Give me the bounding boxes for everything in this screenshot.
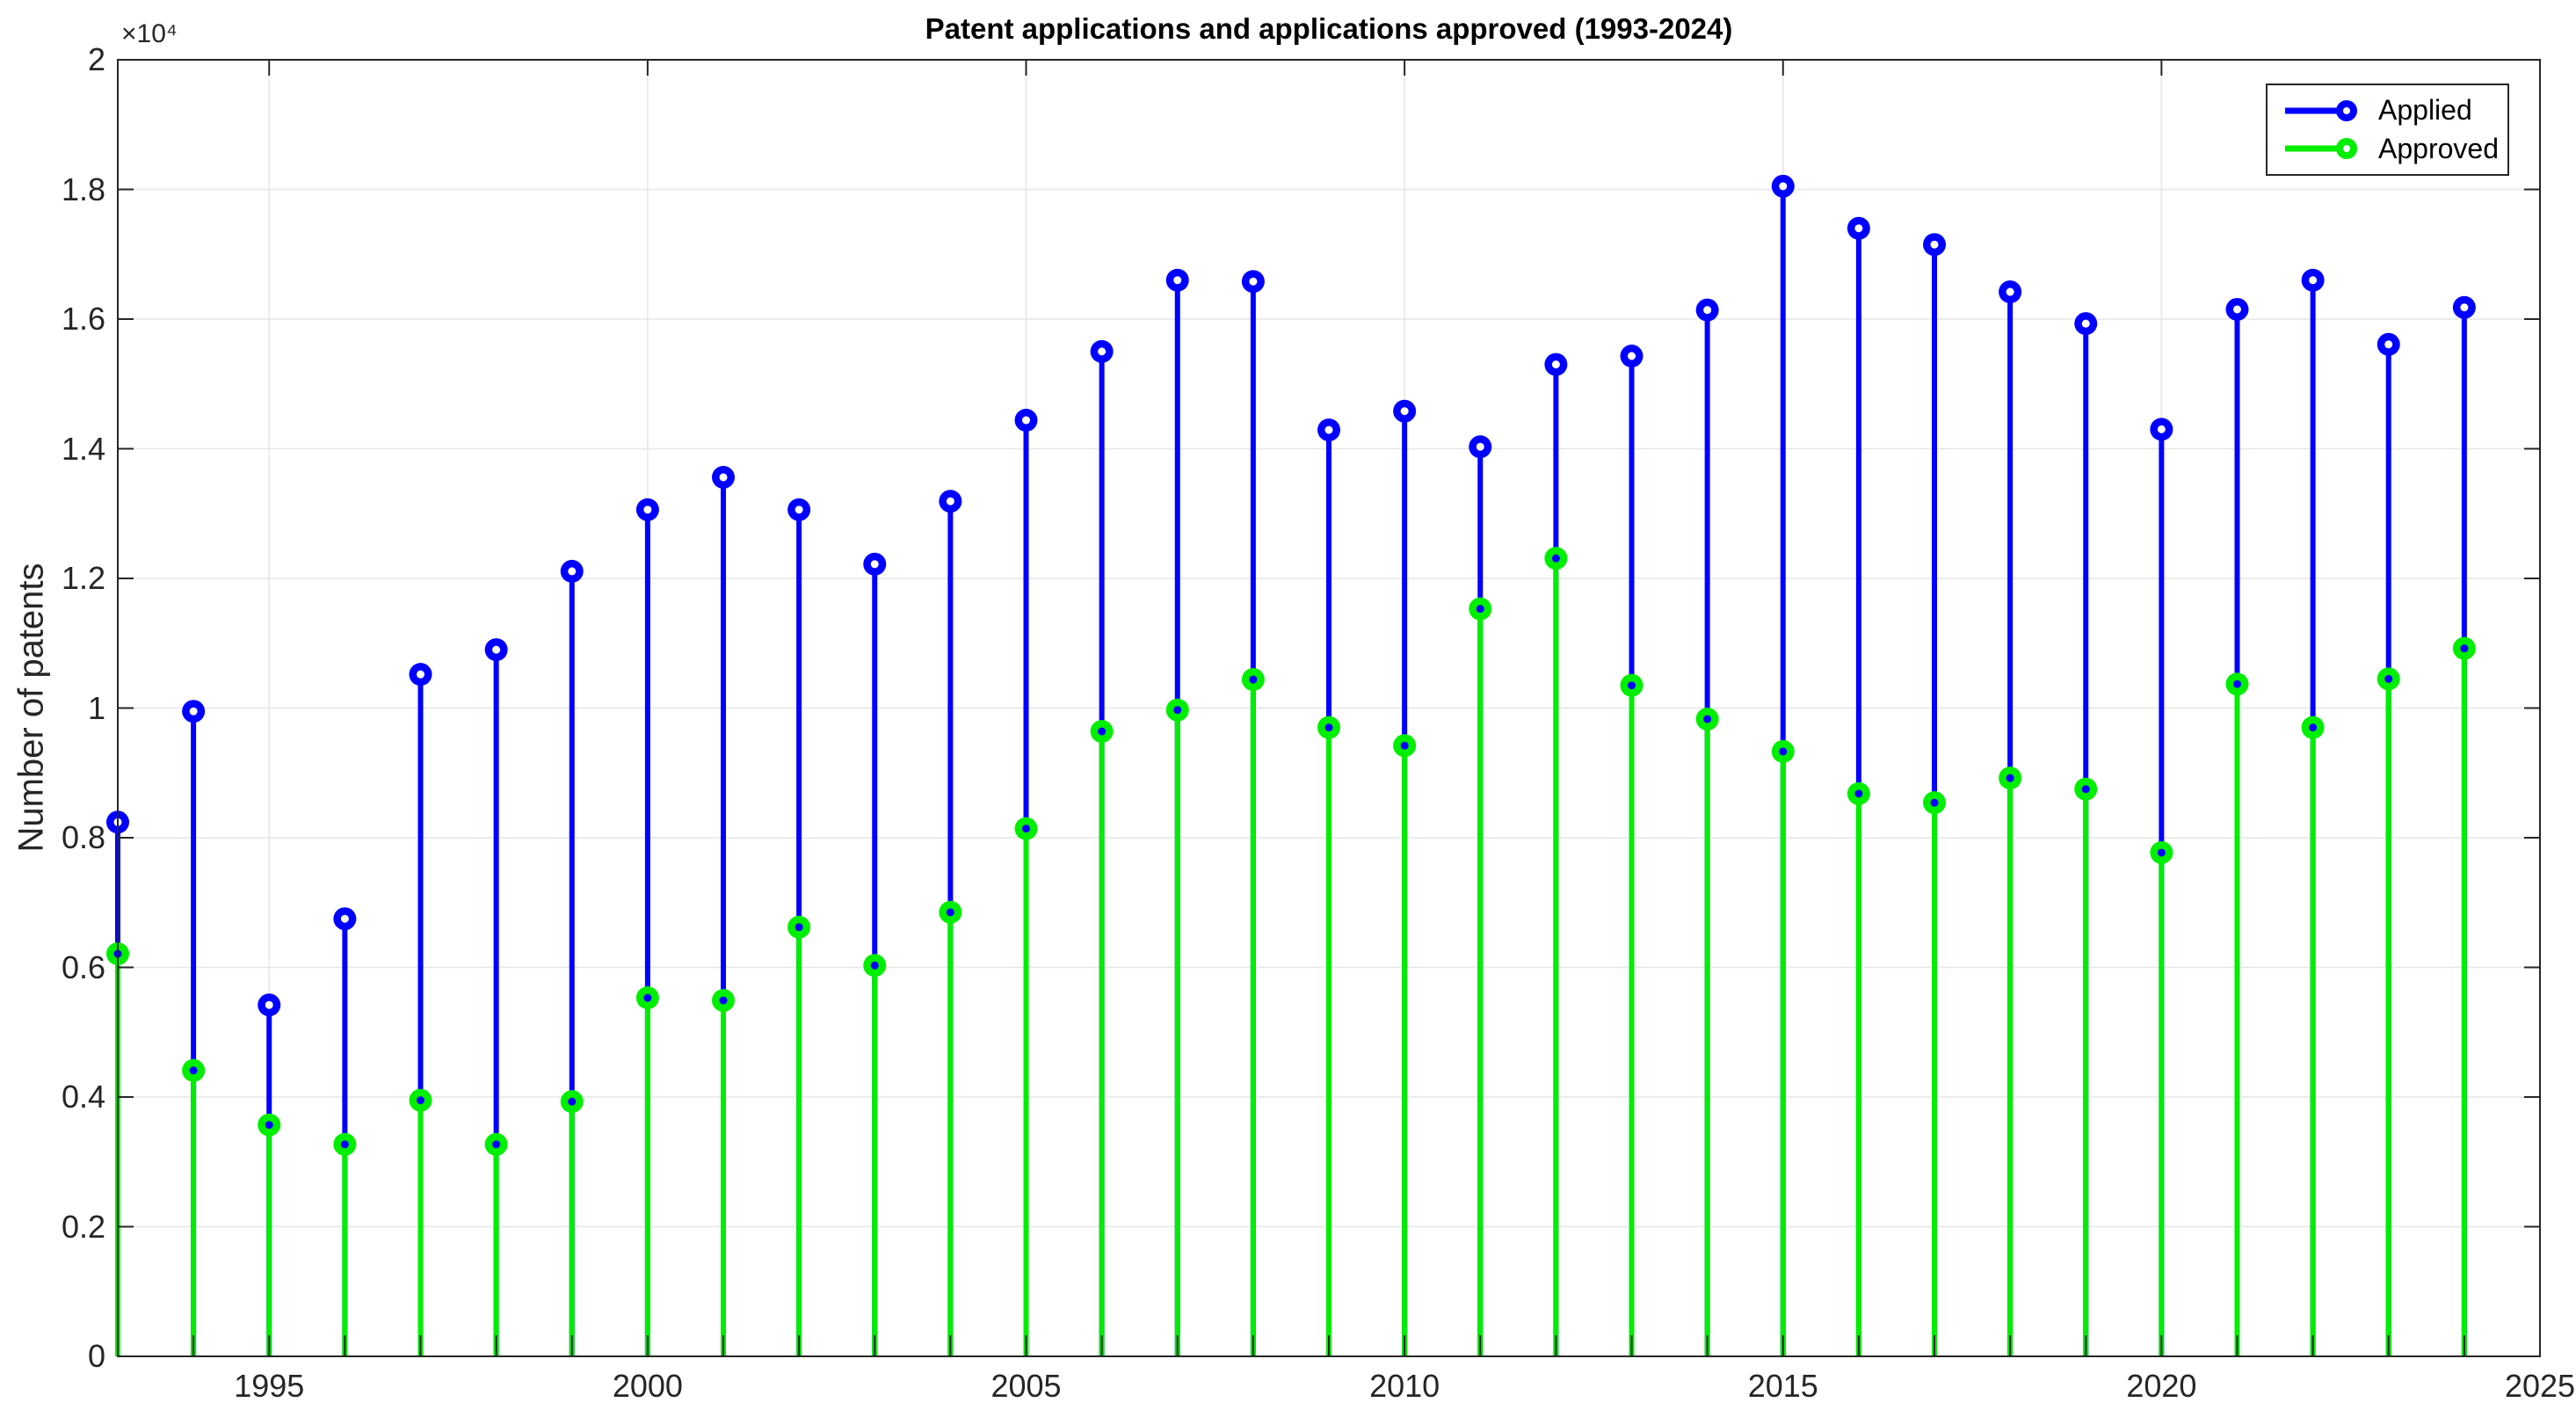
marker-hole — [1930, 798, 1939, 807]
marker-hole — [1628, 352, 1636, 360]
marker-hole — [1628, 681, 1636, 690]
marker-hole — [1854, 789, 1863, 798]
marker-hole — [1703, 306, 1712, 315]
legend-item-approved: Approved — [2268, 133, 2507, 165]
marker-hole — [1703, 715, 1712, 723]
marker-hole — [1779, 747, 1788, 756]
y-tick-label: 1.2 — [61, 560, 105, 596]
marker-hole — [492, 1140, 501, 1149]
marker-hole — [568, 567, 577, 576]
marker-hole — [1022, 416, 1030, 425]
x-tick-label: 2020 — [2126, 1368, 2197, 1404]
marker-hole — [417, 1096, 424, 1105]
marker-hole — [1779, 182, 1788, 191]
y-axis-label: Number of patents — [11, 563, 51, 853]
marker-hole — [1551, 554, 1560, 563]
marker-hole — [189, 707, 198, 716]
legend-label-applied: Applied — [2378, 94, 2472, 127]
marker-hole — [2081, 785, 2090, 794]
marker-hole — [946, 908, 954, 917]
y-tick-label: 0.6 — [61, 948, 105, 985]
marker-hole — [2309, 276, 2318, 285]
marker-hole — [643, 993, 652, 1002]
marker-hole — [2233, 679, 2241, 688]
marker-hole — [1324, 425, 1333, 434]
marker-hole — [1022, 825, 1030, 833]
marker-hole — [2384, 674, 2393, 683]
y-tick-label: 2 — [87, 41, 105, 77]
marker-hole — [1249, 675, 1258, 684]
marker-hole — [1324, 723, 1333, 732]
marker-hole — [1476, 442, 1484, 451]
marker-hole — [1098, 347, 1107, 356]
marker-hole — [1551, 360, 1560, 369]
marker-hole — [1098, 727, 1107, 736]
marker-hole — [2460, 303, 2469, 312]
approved-stem-sample-icon — [2285, 138, 2357, 160]
marker-hole — [1249, 277, 1258, 286]
y-tick-label: 1.6 — [61, 301, 105, 337]
y-tick-label: 0.8 — [61, 819, 105, 855]
applied-stem-sample-icon — [2285, 99, 2357, 121]
marker-hole — [2309, 723, 2318, 732]
marker-hole — [1173, 706, 1182, 715]
x-tick-label: 2005 — [990, 1368, 1062, 1404]
marker-hole — [189, 1066, 198, 1075]
y-tick-label: 0.2 — [61, 1208, 105, 1245]
marker-hole — [492, 645, 501, 654]
marker-hole — [2006, 774, 2014, 782]
x-tick-label: 2025 — [2504, 1368, 2576, 1404]
marker-hole — [2006, 287, 2014, 296]
marker-hole — [1930, 240, 1939, 249]
marker-hole — [643, 505, 652, 514]
marker-hole — [340, 1140, 349, 1149]
x-tick-label: 2015 — [1747, 1368, 1818, 1404]
marker-hole — [795, 505, 803, 514]
marker-hole — [2384, 340, 2393, 349]
y-tick-label: 1 — [87, 689, 105, 726]
marker-hole — [2233, 305, 2241, 314]
marker-hole — [2157, 425, 2166, 433]
marker-hole — [1854, 224, 1863, 233]
marker-hole — [1476, 605, 1484, 614]
marker-hole — [946, 497, 954, 505]
marker-hole — [340, 914, 349, 923]
marker-hole — [2157, 848, 2166, 857]
marker-hole — [1173, 276, 1182, 285]
marker-hole — [870, 961, 879, 970]
marker-hole — [265, 1000, 273, 1009]
x-tick-label: 2010 — [1369, 1368, 1440, 1404]
marker-hole — [2460, 644, 2469, 653]
marker-hole — [719, 473, 728, 482]
y-tick-label: 0 — [87, 1338, 105, 1374]
marker-hole — [1400, 407, 1409, 416]
marker-hole — [1400, 741, 1409, 750]
y-tick-label: 1.8 — [61, 171, 105, 207]
x-tick-label: 2000 — [612, 1368, 683, 1404]
marker-hole — [795, 923, 803, 932]
chart-title: Patent applications and applications app… — [925, 12, 1733, 45]
marker-hole — [870, 560, 879, 569]
marker-hole — [719, 996, 728, 1005]
legend-item-applied: Applied — [2268, 94, 2507, 127]
y-tick-label: 0.4 — [61, 1079, 105, 1115]
marker-hole — [265, 1121, 273, 1130]
legend: Applied Approved — [2266, 84, 2509, 176]
x-tick-label: 1995 — [234, 1368, 305, 1404]
marker-hole — [417, 670, 424, 679]
marker-hole — [2081, 319, 2090, 328]
y-tick-label: 1.4 — [61, 430, 105, 467]
legend-label-approved: Approved — [2378, 132, 2499, 164]
y-axis-exponent: ×10⁴ — [121, 19, 178, 48]
marker-hole — [568, 1097, 577, 1106]
